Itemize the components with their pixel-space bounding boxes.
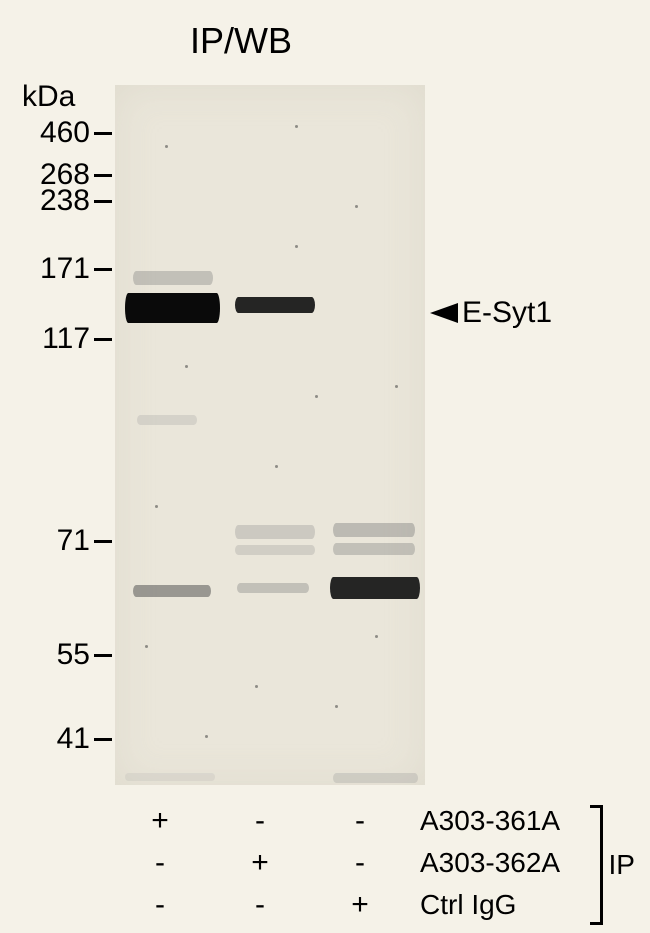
blot-speckle <box>295 125 298 128</box>
blot-band <box>235 297 315 313</box>
blot-band <box>235 525 315 539</box>
mw-tick <box>94 654 112 657</box>
ip-table-cell: + <box>310 888 410 922</box>
panel-title: IP/WB <box>190 20 292 62</box>
ip-antibody-label: Ctrl IgG <box>420 889 516 921</box>
ip-antibody-label: A303-362A <box>420 847 560 879</box>
blot-speckle <box>185 365 188 368</box>
blot-speckle <box>255 685 258 688</box>
kda-units-label: kDa <box>22 80 75 114</box>
blot-band <box>333 543 415 555</box>
mw-marker-label: 41 <box>20 722 90 756</box>
ip-antibody-label: A303-361A <box>420 805 560 837</box>
ip-table-cell: - <box>310 804 410 838</box>
ip-table-row: +--A303-361A <box>110 800 650 842</box>
blot-speckle <box>295 245 298 248</box>
mw-marker-label: 171 <box>20 252 90 286</box>
blot-speckle <box>335 705 338 708</box>
ip-bracket: IP <box>600 805 635 925</box>
blot-band <box>333 523 415 537</box>
mw-marker-label: 117 <box>20 322 90 356</box>
blot-speckle <box>275 465 278 468</box>
western-blot-image <box>115 85 425 785</box>
blot-band <box>125 773 215 781</box>
ip-table-row: --+Ctrl IgG <box>110 884 650 926</box>
ip-table-cell: - <box>110 846 210 880</box>
arrow-left-icon <box>430 303 458 323</box>
blot-speckle <box>205 735 208 738</box>
mw-tick <box>94 738 112 741</box>
blot-speckle <box>355 205 358 208</box>
bracket-line-icon <box>600 805 603 925</box>
blot-band <box>333 773 418 783</box>
blot-speckle <box>165 145 168 148</box>
ip-condition-table: +--A303-361A-+-A303-362A--+Ctrl IgG <box>110 800 650 926</box>
ip-table-cell: - <box>210 804 310 838</box>
blot-band <box>237 583 309 593</box>
mw-tick <box>94 268 112 271</box>
ip-table-cell: + <box>110 804 210 838</box>
mw-marker-label: 71 <box>20 524 90 558</box>
blot-band <box>125 293 220 323</box>
mw-tick <box>94 540 112 543</box>
mw-marker-label: 238 <box>20 184 90 218</box>
mw-tick <box>94 200 112 203</box>
blot-speckle <box>395 385 398 388</box>
mw-marker-label: 460 <box>20 116 90 150</box>
target-protein-label: E-Syt1 <box>462 296 552 330</box>
ip-table-cell: - <box>310 846 410 880</box>
ip-table-cell: - <box>110 888 210 922</box>
blot-band <box>133 585 211 597</box>
blot-band <box>235 545 315 555</box>
ip-table-row: -+-A303-362A <box>110 842 650 884</box>
blot-speckle <box>315 395 318 398</box>
blot-band <box>137 415 197 425</box>
blot-speckle <box>375 635 378 638</box>
mw-tick <box>94 174 112 177</box>
blot-speckle <box>145 645 148 648</box>
blot-band <box>133 271 213 285</box>
ip-table-cell: - <box>210 888 310 922</box>
blot-speckle <box>155 505 158 508</box>
ip-label: IP <box>609 849 635 881</box>
mw-tick <box>94 132 112 135</box>
blot-band <box>330 577 420 599</box>
ip-table-cell: + <box>210 846 310 880</box>
mw-tick <box>94 338 112 341</box>
target-band-arrow: E-Syt1 <box>430 296 552 330</box>
mw-marker-label: 55 <box>20 638 90 672</box>
